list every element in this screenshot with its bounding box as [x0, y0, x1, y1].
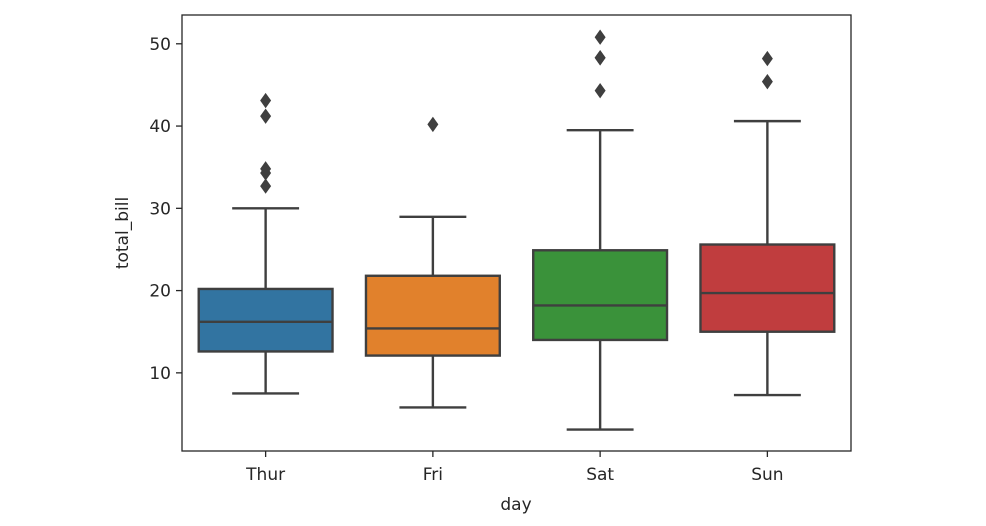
- x-tick-label: Sat: [586, 465, 614, 485]
- x-axis-label: day: [500, 495, 531, 515]
- y-tick-label: 40: [149, 117, 171, 137]
- box-body: [197, 287, 334, 353]
- outlier-point: [260, 92, 272, 109]
- box-body: [364, 274, 501, 357]
- outlier-point: [260, 178, 272, 194]
- outlier-point: [594, 29, 606, 45]
- outlier-point: [761, 50, 773, 67]
- x-tick-label: Sun: [751, 465, 783, 485]
- x-tick-label: Thur: [245, 465, 285, 485]
- outlier-point: [594, 82, 606, 99]
- y-axis: 10 20 30 40 50: [149, 35, 182, 384]
- box-body: [699, 243, 836, 333]
- outlier-point: [594, 50, 606, 66]
- y-tick-label: 30: [149, 199, 171, 219]
- box-sat: [532, 29, 669, 431]
- outlier-point: [260, 161, 272, 177]
- x-axis: Thur Fri Sat Sun: [245, 451, 784, 485]
- outlier-point: [260, 108, 272, 124]
- box-thur: [197, 92, 334, 395]
- boxes-group: [197, 29, 836, 431]
- y-tick-label: 20: [149, 282, 171, 302]
- y-axis-label: total_bill: [113, 197, 133, 269]
- box-sun: [699, 50, 836, 397]
- x-tick-label: Fri: [423, 465, 443, 485]
- outlier-point: [427, 116, 439, 133]
- outlier-point: [761, 73, 773, 90]
- y-tick-label: 50: [149, 35, 171, 55]
- box-body: [532, 249, 669, 342]
- y-tick-label: 10: [149, 364, 171, 384]
- plot-area: [181, 14, 852, 452]
- box-fri: [364, 116, 501, 409]
